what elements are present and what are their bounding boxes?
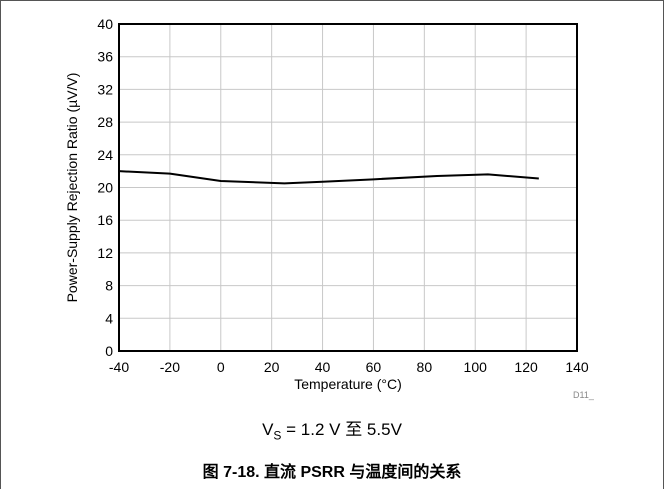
y-tick-labels: 0 4 8 12 16 20 24 28 32 36 40 [97,16,113,359]
condition-prefix: V [262,420,274,439]
condition-subscript: S [273,428,282,443]
x-tick-label: 100 [464,359,488,375]
condition-suffix: = 1.2 V 至 5.5V [281,420,402,439]
psrr-series-line [118,170,539,185]
figure-caption: 图 7-18. 直流 PSRR 与温度间的关系 [202,464,462,481]
y-tick-label: 28 [97,114,113,130]
frame-top-border [0,0,664,1]
y-tick-label: 36 [97,49,113,65]
x-tick-label: 120 [514,359,538,375]
frame-left-border [0,0,1,489]
x-tick-label: -40 [109,359,129,375]
y-tick-label: 0 [105,343,113,359]
grid-lines [118,23,578,352]
y-axis-label: Power-Supply Rejection Ratio (µV/V) [64,73,80,303]
figure-code: D11_ [573,390,595,400]
x-tick-label: 20 [264,359,280,375]
x-tick-label: 140 [565,359,589,375]
y-tick-label: 8 [105,278,113,294]
y-tick-label: 24 [97,147,113,163]
x-tick-label: -20 [160,359,180,375]
x-tick-label: 0 [217,359,225,375]
test-condition: VS = 1.2 V 至 5.5V [0,415,664,442]
y-tick-label: 4 [105,310,113,326]
x-axis-label: Temperature (°C) [294,376,402,392]
x-tick-label: 80 [417,359,433,375]
y-tick-label: 40 [97,16,113,32]
x-tick-label: 60 [366,359,382,375]
y-tick-label: 12 [97,245,113,261]
y-tick-label: 32 [97,81,113,97]
y-tick-label: 16 [97,212,113,228]
x-tick-labels: -40 -20 0 20 40 60 80 100 120 140 [109,359,589,375]
x-tick-label: 40 [315,359,331,375]
y-tick-label: 20 [97,180,113,196]
series-group [118,170,539,185]
plot-border [118,23,578,352]
